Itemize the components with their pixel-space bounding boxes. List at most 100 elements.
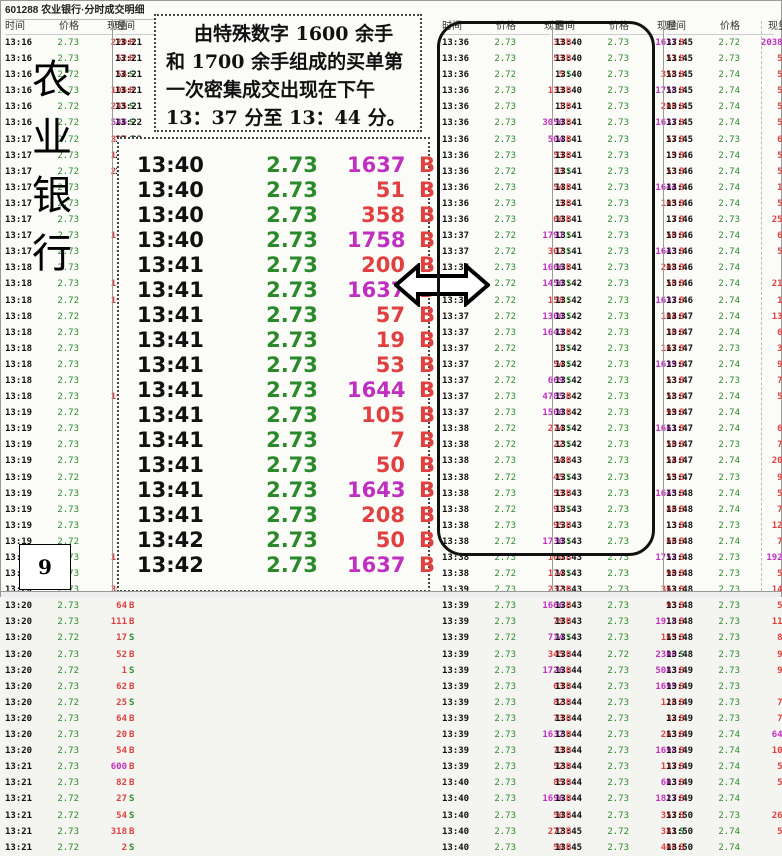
trade-price: 2.73 <box>494 697 516 708</box>
trade-row: 13:36 2.73 1 B <box>442 99 571 115</box>
trade-time: 13:43 <box>555 617 583 628</box>
trade-side: B <box>566 134 572 145</box>
trade-volume: 60 <box>553 215 564 226</box>
trade-price: 2.73 <box>494 102 516 113</box>
trade-volume: 1300 <box>542 311 564 322</box>
window-title: 601288 农业银行·分时成交明细 <box>5 3 155 20</box>
trade-row: 13:16 2.73 220 B <box>5 35 134 51</box>
trade-volume: 158 <box>547 295 564 306</box>
trade-time: 13:20 <box>5 730 33 741</box>
trade-volume: 106 <box>110 86 127 97</box>
trade-volume: 20 <box>116 730 127 741</box>
trade-row: 13:182.73108B <box>5 389 134 405</box>
trade-time: 13:20 <box>5 649 33 660</box>
trade-row: 13:16 2.72 54 S <box>5 67 134 83</box>
trade-row: 13:43 2.73 54 B <box>555 453 684 469</box>
trade-volume: 54 <box>553 182 564 193</box>
trade-side: B <box>129 38 135 48</box>
zoomed-side: B <box>418 553 435 577</box>
trade-side: S <box>129 102 135 113</box>
trade-time: 13:37 <box>442 311 470 322</box>
trade-time: 13:45 <box>666 102 694 113</box>
trade-side: B <box>679 247 685 258</box>
trade-volume: 127 <box>771 520 782 531</box>
trade-time: 13:17 <box>5 247 33 258</box>
trade-time: 13:21 <box>115 38 143 48</box>
trade-row: 13:47 2.74 133 B <box>666 309 782 325</box>
trade-price: 2.73 <box>718 633 740 644</box>
trade-price: 2.73 <box>607 665 629 676</box>
trade-price: 2.73 <box>494 38 516 48</box>
column-divider <box>552 20 553 594</box>
trade-row: 13:45 2.72 381 S <box>555 824 684 840</box>
callout-line: 和 1700 余手组成的买单第 <box>166 51 404 73</box>
trade-row: 13:41 2.73 1644 B <box>555 180 684 196</box>
trade-price: 2.74 <box>718 504 740 515</box>
trade-row: 13:192.7252S <box>5 405 134 421</box>
trade-price: 2.73 <box>57 681 79 692</box>
trade-price: 2.73 <box>494 86 516 97</box>
trade-row: 13:21 <box>115 99 155 115</box>
zoomed-time: 13:40 <box>137 178 204 202</box>
stock-name-char: 农 <box>32 57 72 103</box>
trade-volume: 1637 <box>655 118 677 129</box>
trade-time: 13:45 <box>555 826 583 837</box>
header-time: 时间 <box>666 21 686 32</box>
trade-time: 13:41 <box>555 166 583 177</box>
trade-time: 13:49 <box>666 746 694 757</box>
trade-time: 13:45 <box>666 118 694 129</box>
trade-price: 2.73 <box>607 681 629 692</box>
trade-price: 2.72 <box>57 311 79 322</box>
trade-row: 13:43 2.73 66 B <box>555 534 684 550</box>
trade-price: 2.72 <box>494 536 516 547</box>
trade-price: 2.73 <box>607 762 629 773</box>
trade-time: 13:49 <box>666 778 694 789</box>
zoomed-time: 13:41 <box>137 328 204 352</box>
trade-row: 13:36 2.73 33 B <box>442 35 571 51</box>
trade-price: 2.73 <box>607 536 629 547</box>
zoomed-side: B <box>418 178 435 202</box>
trade-time: 13:39 <box>442 665 470 676</box>
trade-price: 2.73 <box>718 681 740 692</box>
trade-volume: 200 <box>660 102 677 113</box>
trade-volume: 5 <box>740 840 782 856</box>
zoomed-volume: 53 <box>375 353 405 377</box>
trade-time: 13:41 <box>555 231 583 242</box>
trade-side: S <box>129 697 135 708</box>
stock-name-char: 银 <box>32 173 72 219</box>
trade-price: 2.72 <box>494 504 516 515</box>
trade-time: 13:38 <box>442 504 470 515</box>
zoomed-price: 2.73 <box>266 203 318 227</box>
trade-row: 13:45 2.74 50 B <box>666 99 782 115</box>
trade-volume: 1791 <box>542 231 564 242</box>
trade-row: 13:482.73140 B <box>666 582 782 598</box>
trade-side: B <box>566 38 572 48</box>
trade-volume: 3 <box>558 198 564 209</box>
trade-price: 2.73 <box>494 730 516 741</box>
trade-price: 2.72 <box>494 166 516 177</box>
trade-time: 13:48 <box>666 649 694 660</box>
trade-row: 13:40 2.73 1758 B <box>555 83 684 99</box>
trade-row: 13:16 2.73 106 B <box>5 83 134 99</box>
trade-price: 2.73 <box>718 520 740 531</box>
trade-row: 13:41 2.73 53 B <box>555 164 684 180</box>
trade-volume: 70 <box>777 504 782 515</box>
trade-volume: 90 <box>777 472 782 483</box>
column-divider <box>112 20 113 594</box>
trade-volume: 90 <box>666 569 677 580</box>
trade-row: 13:502.745B <box>666 840 774 856</box>
trade-row: 13:41 2.73 1637 B <box>555 115 684 131</box>
trade-row: 13:40 2.73 277 B <box>442 824 571 840</box>
trade-volume: 86 <box>666 504 677 515</box>
header-time: 时间 <box>442 21 462 32</box>
trade-price: 2.73 <box>494 198 516 209</box>
trade-time: 13:45 <box>666 134 694 145</box>
trade-time: 13:19 <box>5 566 45 582</box>
trade-price: 2.73 <box>57 231 79 242</box>
trade-side: B <box>679 118 685 129</box>
trade-row: 13:492.742B <box>666 791 774 807</box>
trade-time: 13:45 <box>666 70 694 81</box>
trade-side: S <box>566 472 572 483</box>
